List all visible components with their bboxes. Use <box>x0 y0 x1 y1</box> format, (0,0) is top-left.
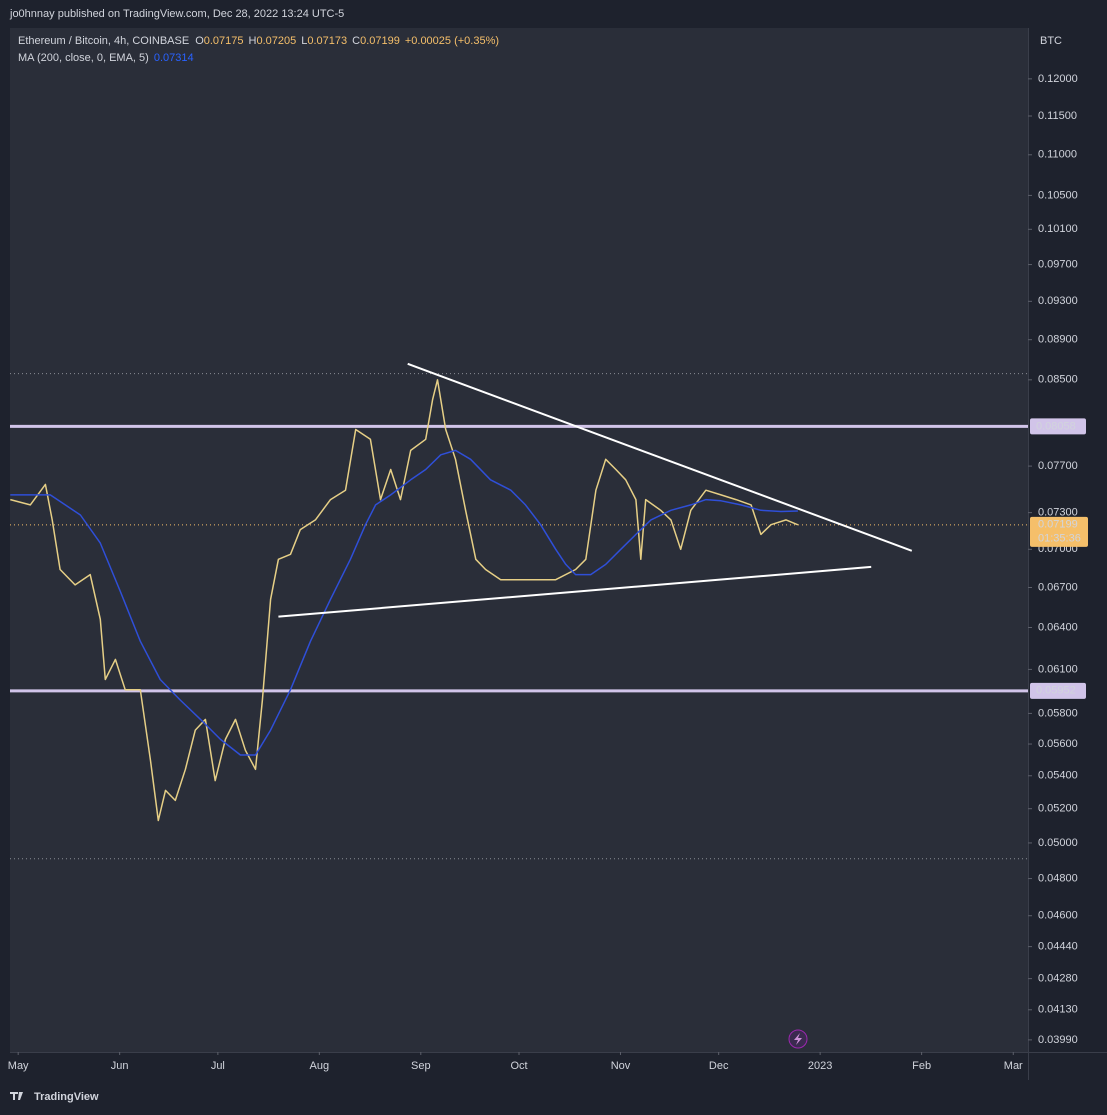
y-tick-label: 0.05000 <box>1038 837 1078 849</box>
level-label-box <box>1030 418 1086 435</box>
level-label: 0.08058 <box>1036 420 1076 432</box>
x-tick-label: Sep <box>411 1060 431 1072</box>
y-unit: BTC <box>1040 35 1062 47</box>
x-tick-label: Jul <box>211 1060 225 1072</box>
y-tick-label: 0.06100 <box>1038 663 1078 675</box>
x-tick-label: Nov <box>611 1060 631 1072</box>
x-tick-label: 2023 <box>808 1060 832 1072</box>
ohlc-value: 0.07205 <box>256 35 296 47</box>
publisher: jo0hnnay published on TradingView.com, D… <box>9 8 344 20</box>
price-label-box <box>1030 516 1088 547</box>
x-tick-label: Mar <box>1004 1060 1023 1072</box>
y-tick-label: 0.05400 <box>1038 770 1078 782</box>
trendline <box>278 565 872 618</box>
y-tick-label: 0.05800 <box>1038 707 1078 719</box>
ohlc-value: 0.07173 <box>307 35 347 47</box>
y-tick-label: 0.10100 <box>1038 223 1078 235</box>
y-tick-label: 0.08900 <box>1038 334 1078 346</box>
price-label: 0.07199 <box>1038 519 1078 531</box>
ohlc-value: 0.07199 <box>360 35 400 47</box>
y-tick-label: 0.06700 <box>1038 581 1078 593</box>
indicator: MA (200, close, 0, EMA, 5) <box>18 52 149 64</box>
plot-area <box>10 28 1028 1052</box>
y-tick-label: 0.07300 <box>1038 507 1078 519</box>
x-tick-label: May <box>8 1060 29 1072</box>
y-tick-label: 0.09300 <box>1038 295 1078 307</box>
brand: TradingView <box>34 1091 99 1103</box>
ohlc-value: 0.07175 <box>204 35 244 47</box>
logo <box>10 1092 23 1100</box>
ohlc-key: C <box>352 35 360 47</box>
price-line <box>10 379 799 822</box>
y-tick-label: 0.11500 <box>1038 110 1077 122</box>
level-label: 0.05952 <box>1036 685 1076 697</box>
ohlc-key: O <box>195 35 204 47</box>
y-tick-label: 0.10500 <box>1038 189 1078 201</box>
x-tick-label: Feb <box>912 1060 931 1072</box>
x-tick-label: Aug <box>310 1060 330 1072</box>
y-tick-label: 0.07700 <box>1038 460 1078 472</box>
indicator-value: 0.07314 <box>154 52 194 64</box>
y-tick-label: 0.09700 <box>1038 258 1078 270</box>
y-tick-label: 0.04130 <box>1038 1004 1078 1016</box>
price-line <box>10 449 798 756</box>
x-tick-label: Dec <box>709 1060 729 1072</box>
y-tick-label: 0.04440 <box>1038 941 1078 953</box>
ohlc-key: H <box>249 35 257 47</box>
y-tick-label: 0.06400 <box>1038 621 1078 633</box>
legend: Ethereum / Bitcoin, 4h, COINBASE O0.07175… <box>18 35 499 47</box>
y-tick-label: 0.05200 <box>1038 803 1078 815</box>
y-tick-label: 0.04800 <box>1038 872 1078 884</box>
x-tick-label: Oct <box>510 1060 527 1072</box>
symbol: Ethereum / Bitcoin, 4h, COINBASE <box>18 35 189 47</box>
level-label-box <box>1030 682 1086 699</box>
x-tick-label: Jun <box>111 1060 129 1072</box>
y-tick-label: 0.05600 <box>1038 738 1078 750</box>
y-tick-label: 0.03990 <box>1038 1034 1078 1046</box>
y-tick-label: 0.12000 <box>1038 73 1078 85</box>
ohlc-key: L <box>301 35 307 47</box>
y-tick-label: 0.08500 <box>1038 374 1078 386</box>
icon <box>794 1033 802 1045</box>
y-tick-label: 0.11000 <box>1038 149 1077 161</box>
indicator-legend: MA (200, close, 0, EMA, 5) 0.07314 <box>18 52 194 64</box>
y-tick-label: 0.04600 <box>1038 910 1078 922</box>
y-tick-label: 0.04280 <box>1038 973 1078 985</box>
trendline <box>407 362 913 552</box>
change: +0.00025 (+0.35%) <box>405 35 499 47</box>
countdown: 01:35:36 <box>1038 533 1081 545</box>
